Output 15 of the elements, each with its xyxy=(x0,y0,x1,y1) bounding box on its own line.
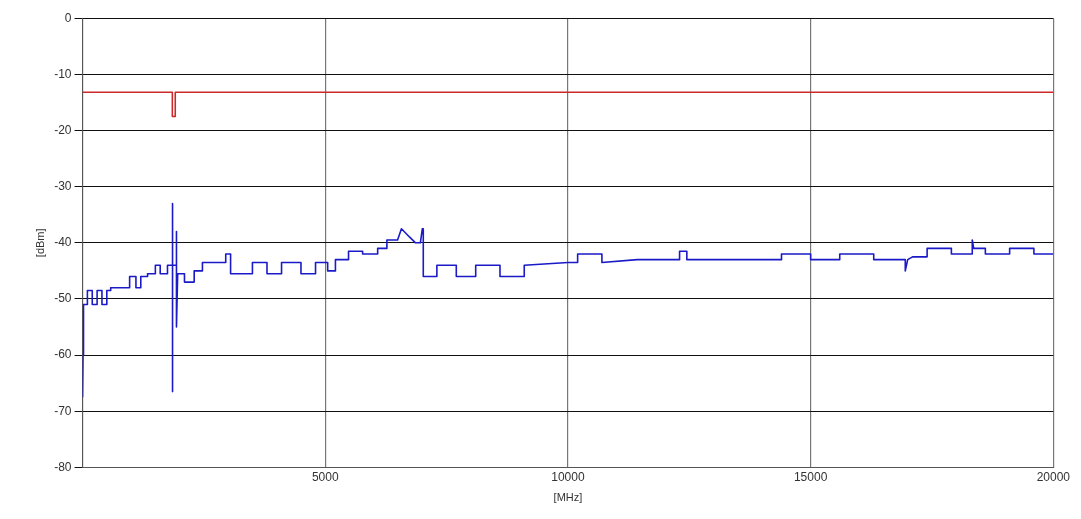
y-tick-label: -60 xyxy=(54,347,72,362)
y-tick-label: -70 xyxy=(54,403,72,418)
y-tick-label: -30 xyxy=(54,178,72,193)
y-tick-label: -20 xyxy=(54,122,72,137)
x-axis-title: [MHz] xyxy=(553,491,583,504)
y-tick-label: -10 xyxy=(54,66,72,81)
x-tick-label: 5000 xyxy=(311,469,339,484)
y-axis-title: [dBm] xyxy=(33,228,46,258)
x-tick-label: 20000 xyxy=(1036,469,1071,484)
x-tick-label: 15000 xyxy=(793,469,828,484)
y-tick-label: -50 xyxy=(54,291,72,306)
x-tick-label: 10000 xyxy=(551,469,585,484)
y-tick-label: -80 xyxy=(54,459,72,474)
y-tick-label: -40 xyxy=(54,235,72,250)
y-tick-label: 0 xyxy=(64,10,72,25)
